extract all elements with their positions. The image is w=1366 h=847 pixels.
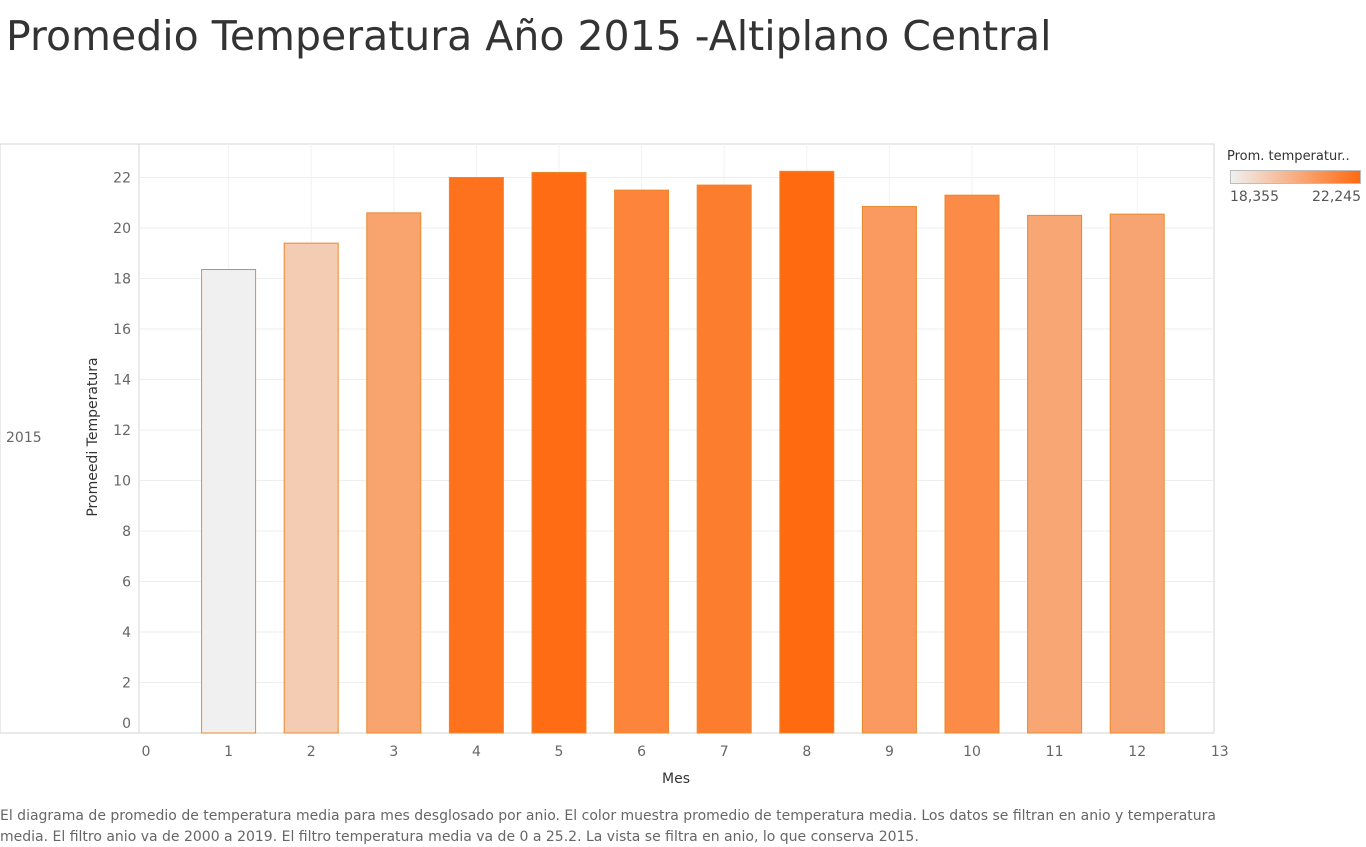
- legend-title[interactable]: Prom. temperatur..: [1227, 149, 1350, 164]
- y-tick-label: 16: [113, 322, 131, 338]
- y-tick-label: 22: [113, 171, 131, 187]
- bar-month-10: [944, 194, 1000, 734]
- x-tick-label: 1: [224, 744, 233, 760]
- bar-month-4: [448, 177, 504, 734]
- bar-month-11: [1027, 214, 1083, 734]
- x-tick-label: 10: [963, 744, 981, 760]
- y-tick-label: 14: [113, 373, 131, 389]
- x-tick-label: 13: [1211, 744, 1229, 760]
- bar-month-2: [283, 242, 339, 734]
- bar-month-7: [696, 184, 752, 734]
- x-tick-label: 9: [885, 744, 894, 760]
- y-tick-label: 10: [113, 474, 131, 490]
- page-title: Promedio Temperatura Año 2015 -Altiplano…: [6, 12, 1052, 60]
- x-tick-label: 12: [1128, 744, 1146, 760]
- y-axis-title: Promeedi Temperatura: [85, 357, 101, 516]
- y-tick-label: 0: [122, 716, 131, 732]
- bar-month-3: [366, 212, 422, 734]
- row-header-year: 2015: [6, 430, 42, 446]
- plot-frame: [0, 143, 1215, 734]
- x-tick-label: 7: [720, 744, 729, 760]
- x-tick-label: 2: [307, 744, 316, 760]
- legend-min-label: 18,355: [1230, 189, 1279, 205]
- y-tick-label: 18: [113, 272, 131, 288]
- x-tick-label: 11: [1046, 744, 1064, 760]
- color-legend-gradient: [1230, 170, 1361, 184]
- bar-month-1: [201, 269, 257, 734]
- y-tick-label: 4: [122, 625, 131, 641]
- legend-max-label: 22,245: [1312, 189, 1361, 205]
- bar-month-9: [861, 206, 917, 734]
- x-tick-label: 4: [472, 744, 481, 760]
- x-tick-label: 3: [389, 744, 398, 760]
- bar-month-5: [531, 171, 587, 734]
- bar-month-6: [614, 189, 670, 734]
- y-tick-label: 20: [113, 221, 131, 237]
- y-tick-label: 12: [113, 423, 131, 439]
- x-axis-title: Mes: [662, 771, 690, 787]
- bar-month-8: [779, 170, 835, 734]
- y-tick-label: 6: [122, 575, 131, 591]
- y-tick-label: 8: [122, 524, 131, 540]
- bar-month-12: [1109, 213, 1165, 734]
- y-tick-label: 2: [122, 676, 131, 692]
- x-tick-label: 8: [802, 744, 811, 760]
- x-tick-label: 6: [637, 744, 646, 760]
- chart-caption: El diagrama de promedio de temperatura m…: [0, 808, 1216, 845]
- x-tick-label: 0: [142, 744, 151, 760]
- x-tick-label: 5: [555, 744, 564, 760]
